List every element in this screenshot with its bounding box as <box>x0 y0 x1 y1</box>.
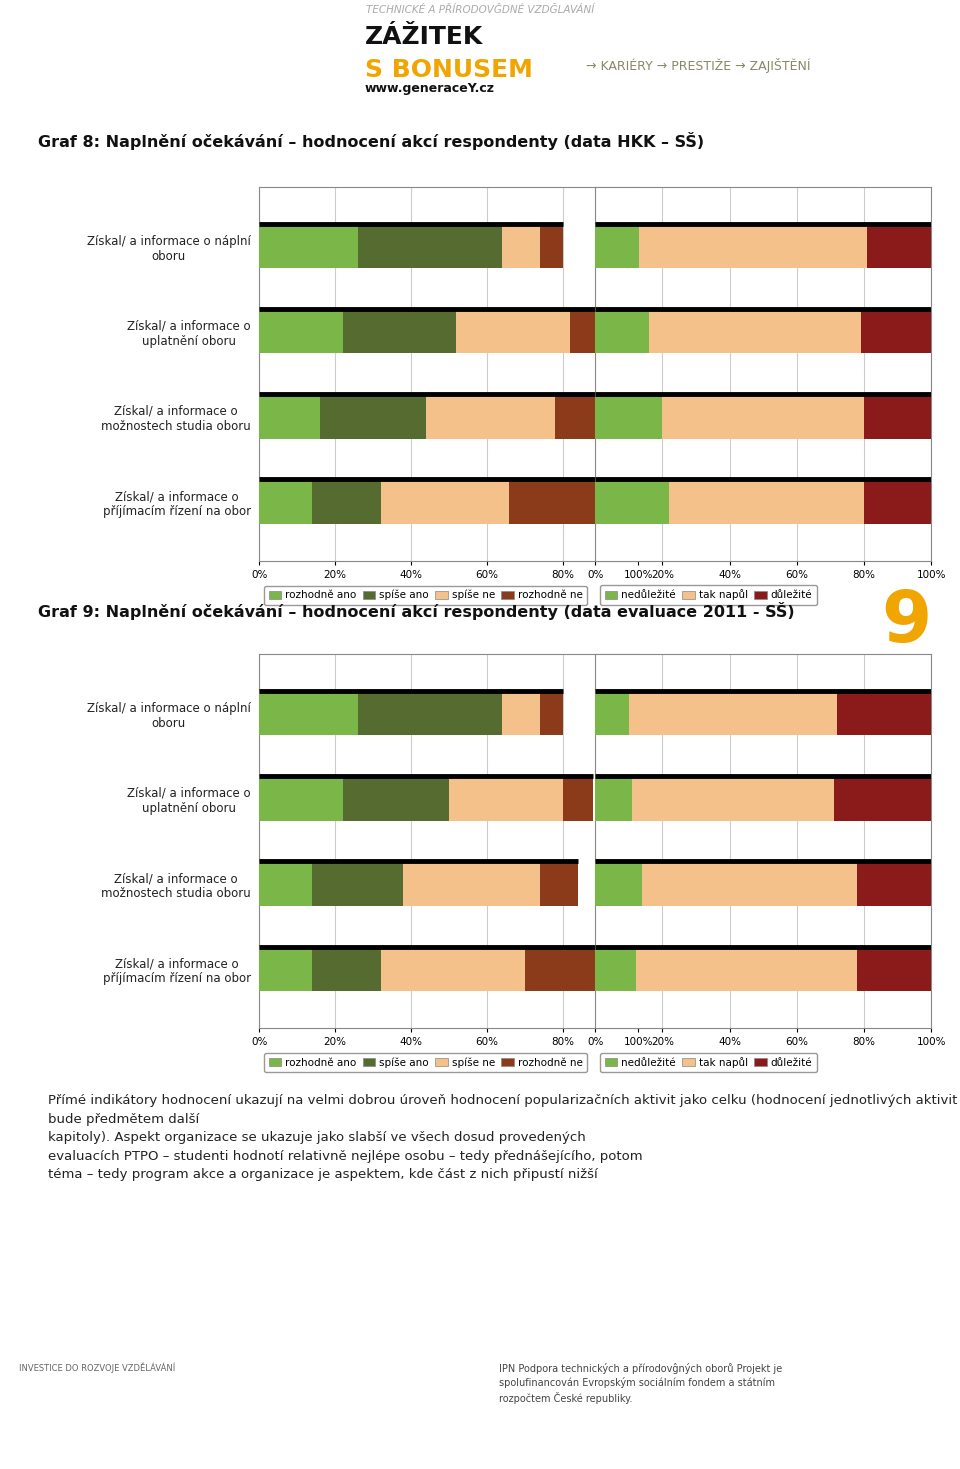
Bar <box>867 225 931 269</box>
Bar <box>860 308 931 354</box>
Bar <box>857 861 931 906</box>
Bar <box>259 394 320 439</box>
Bar <box>662 394 864 439</box>
Bar <box>343 308 456 354</box>
Text: Graf 9: Naplnění očekávání – hodnocení akcí respondenty (data evaluace 2011 - SŠ: Graf 9: Naplnění očekávání – hodnocení a… <box>38 602 795 620</box>
Legend: rozhodně ano, spíše ano, spíše ne, rozhodně ne: rozhodně ano, spíše ano, spíše ne, rozho… <box>264 1053 588 1072</box>
Bar <box>358 225 502 269</box>
Text: ZÁŽITEK: ZÁŽITEK <box>365 25 483 48</box>
Bar <box>555 394 601 439</box>
Bar <box>629 692 837 736</box>
Bar <box>595 308 649 354</box>
Bar <box>358 692 502 736</box>
Bar <box>540 225 563 269</box>
Legend: nedůležité, tak napůl, důležité: nedůležité, tak napůl, důležité <box>600 586 817 605</box>
Bar <box>595 394 662 439</box>
Bar <box>563 776 593 821</box>
Bar <box>570 308 601 354</box>
Text: IPN Podpora technických a přírodovĝných oborů Projekt je
spolufinancován Evropsk: IPN Podpora technických a přírodovĝných … <box>499 1363 782 1404</box>
Bar <box>320 394 426 439</box>
Bar <box>595 776 633 821</box>
Bar <box>857 946 931 992</box>
Bar <box>833 776 931 821</box>
Bar <box>540 692 563 736</box>
Bar <box>669 479 864 524</box>
Bar <box>343 776 449 821</box>
Legend: rozhodně ano, spíše ano, spíše ne, rozhodně ne: rozhodně ano, spíše ano, spíše ne, rozho… <box>264 586 588 605</box>
Bar <box>403 861 540 906</box>
Bar <box>633 776 833 821</box>
Bar <box>595 479 669 524</box>
Legend: nedůležité, tak napůl, důležité: nedůležité, tak napůl, důležité <box>600 1053 817 1072</box>
Bar <box>380 946 525 992</box>
Bar <box>259 946 312 992</box>
Bar <box>595 225 639 269</box>
Bar <box>259 861 312 906</box>
Bar <box>259 308 343 354</box>
Bar <box>312 861 403 906</box>
Text: Graf 8: Naplnění očekávání – hodnocení akcí respondenty (data HKK – SŠ): Graf 8: Naplnění očekávání – hodnocení a… <box>38 132 705 150</box>
Bar <box>525 946 601 992</box>
Bar <box>312 479 380 524</box>
Bar <box>864 479 931 524</box>
Bar <box>642 861 857 906</box>
Bar <box>510 479 601 524</box>
Text: www.generaceY.cz: www.generaceY.cz <box>365 82 494 95</box>
Bar <box>636 946 857 992</box>
Bar <box>837 692 931 736</box>
Bar <box>502 692 540 736</box>
Text: TECHNICKÉ A PŘÍRODOVĜDNÉ VZDĞLAVÁNÍ: TECHNICKÉ A PŘÍRODOVĜDNÉ VZDĞLAVÁNÍ <box>366 4 594 15</box>
Text: 9: 9 <box>881 588 931 657</box>
Bar <box>595 946 636 992</box>
Bar <box>312 946 380 992</box>
Bar <box>540 861 578 906</box>
Text: → KARIÉRY → PRESTIŽE → ZAJIŠTĚNÍ: → KARIÉRY → PRESTIŽE → ZAJIŠTĚNÍ <box>586 57 810 73</box>
Bar <box>426 394 555 439</box>
Bar <box>864 394 931 439</box>
Bar <box>456 308 570 354</box>
Bar <box>649 308 860 354</box>
Text: S BONUSEM: S BONUSEM <box>365 57 533 82</box>
Bar <box>639 225 867 269</box>
Bar <box>449 776 563 821</box>
Bar <box>259 776 343 821</box>
Bar <box>259 225 358 269</box>
Text: INVESTICE DO ROZVOJE VZDĚLÁVÁNÍ: INVESTICE DO ROZVOJE VZDĚLÁVÁNÍ <box>19 1363 176 1374</box>
Bar <box>595 692 629 736</box>
Bar <box>259 692 358 736</box>
Bar <box>595 861 642 906</box>
Text: Přímé indikátory hodnocení ukazují na velmi dobrou úroveň hodnocení popularizačn: Přímé indikátory hodnocení ukazují na ve… <box>48 1094 957 1181</box>
Bar <box>380 479 510 524</box>
Bar <box>259 479 312 524</box>
Bar <box>502 225 540 269</box>
